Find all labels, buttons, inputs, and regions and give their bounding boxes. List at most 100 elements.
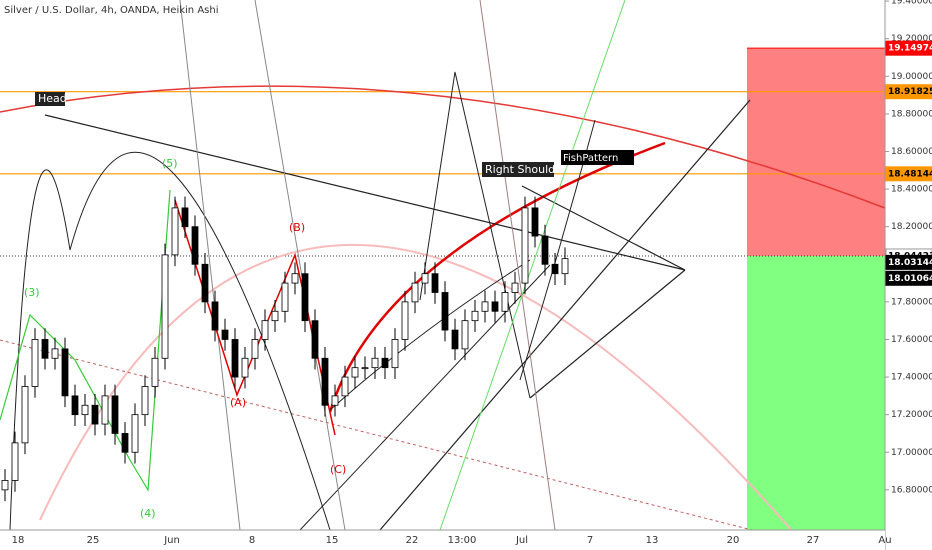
x-tick-label: 25 <box>87 535 100 546</box>
y-tick-label: 17.60000 <box>891 335 932 345</box>
y-tick-label: 17.40000 <box>891 373 932 383</box>
annotation: FishPattern <box>563 153 618 164</box>
candle-body <box>231 339 239 378</box>
arc-left <box>9 151 331 531</box>
fish-curve <box>328 141 666 413</box>
pink-arc <box>39 243 801 541</box>
candle-body <box>461 320 469 350</box>
y-tick-label: 19.20000 <box>891 34 932 44</box>
candle-body <box>371 357 379 369</box>
y-tick-label: 17.20000 <box>891 410 932 420</box>
annotation: (4) <box>140 507 156 520</box>
annotation: (5) <box>162 157 178 170</box>
candle-body <box>531 207 539 237</box>
candle-body <box>91 404 99 425</box>
candle-body <box>471 310 479 322</box>
triangle-bottom <box>529 269 686 399</box>
candle-body <box>81 404 89 416</box>
x-tick-label: 15 <box>326 535 339 546</box>
candle-body <box>201 263 209 303</box>
candle-body <box>331 395 339 406</box>
candle-body <box>541 235 549 265</box>
label-box <box>561 150 634 165</box>
x-tick-label: 8 <box>249 535 255 546</box>
candle-body <box>61 348 69 397</box>
price-label: 18.03144 <box>888 258 932 268</box>
candle-body <box>71 395 79 416</box>
annotation: (A) <box>230 396 246 409</box>
candle-body <box>411 282 419 303</box>
price-label: 18.91825 <box>888 87 932 97</box>
candle-body <box>11 442 19 481</box>
neckline <box>44 114 686 271</box>
candle-body <box>401 301 409 340</box>
channel-line <box>379 99 751 531</box>
chart-title: Silver / U.S. Dollar, 4h, OANDA, Heikin … <box>4 5 219 16</box>
candle-body <box>241 357 249 378</box>
x-tick-label: 13:00 <box>448 535 477 546</box>
candle-body <box>271 310 279 322</box>
candle-body <box>511 282 519 293</box>
ray <box>179 0 241 531</box>
candle-body <box>41 339 49 359</box>
candle-body <box>141 386 149 416</box>
candle-body <box>441 292 449 331</box>
triangle-top <box>521 185 686 271</box>
candle-body <box>341 376 349 397</box>
price-label-box <box>885 166 932 182</box>
y-tick-label: 18.20000 <box>891 222 932 232</box>
x-tick-label: 20 <box>727 535 740 546</box>
annotation: (B) <box>289 221 305 234</box>
candle-body <box>451 329 459 350</box>
candle-body <box>111 395 119 434</box>
candle-body <box>361 367 369 370</box>
price-label: 19.14974 <box>888 44 932 54</box>
x-tick-label: Jul <box>515 535 528 546</box>
x-tick-label: Au <box>878 535 891 546</box>
y-tick-label: 17.80000 <box>891 297 932 307</box>
y-tick-label: 18.60000 <box>891 147 932 157</box>
candle-body <box>131 414 139 453</box>
annotation: (C) <box>330 463 346 476</box>
candle-body <box>311 320 319 359</box>
y-tick-label: 18.40000 <box>891 185 932 195</box>
red-arc <box>0 85 886 209</box>
abc-line <box>174 199 336 436</box>
y-tick-label: 18.80000 <box>891 109 932 119</box>
candle-body <box>181 207 189 228</box>
candle-body <box>301 273 309 322</box>
candle-body <box>221 329 229 340</box>
candle-body <box>251 339 259 359</box>
candle-body <box>351 367 359 378</box>
candle-body <box>491 301 499 312</box>
annotation: (3) <box>24 286 40 299</box>
green-line <box>439 0 626 531</box>
y-tick-label: 17.00000 <box>891 448 932 458</box>
price-label: 18.48144 <box>888 169 932 179</box>
price-label-box <box>885 84 932 100</box>
candle-body <box>501 292 509 312</box>
label-box <box>35 92 65 106</box>
x-tick-label: 7 <box>587 535 593 546</box>
candle-body <box>281 282 289 312</box>
candle-body <box>31 339 39 387</box>
annotation: Right Shoulder <box>485 163 567 176</box>
y-tick-label: 19.00000 <box>891 72 932 82</box>
candle-body <box>381 357 389 369</box>
candle-body <box>391 339 399 369</box>
annotation: Head <box>38 92 67 105</box>
candle-body <box>481 301 489 312</box>
candle-body <box>521 207 529 284</box>
candle-body <box>261 320 269 340</box>
candle-body <box>421 273 429 284</box>
candle-body <box>1 480 9 491</box>
candle-body <box>211 301 219 331</box>
candle-body <box>171 207 179 256</box>
label-box <box>482 162 554 177</box>
candle-body <box>551 263 559 275</box>
candle-body <box>151 357 159 387</box>
x-tick-label: 27 <box>807 535 820 546</box>
dashed-trend <box>0 339 761 533</box>
loss-zone <box>747 48 885 256</box>
